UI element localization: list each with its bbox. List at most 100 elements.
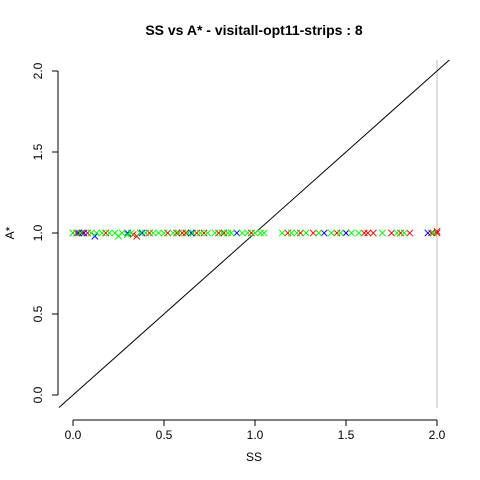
red-data-point bbox=[200, 229, 208, 237]
x-tick-label: 1.5 bbox=[338, 428, 355, 442]
red-data-point bbox=[145, 229, 153, 237]
blue-data-point bbox=[320, 229, 328, 237]
green-data-point bbox=[87, 229, 95, 237]
green-data-point bbox=[211, 229, 219, 237]
y-tick-label: 0.0 bbox=[31, 386, 45, 403]
data-point-stroke bbox=[433, 227, 441, 235]
x-tick-label: 2.0 bbox=[429, 428, 446, 442]
data-point-stroke bbox=[105, 229, 113, 237]
green-data-point bbox=[218, 229, 226, 237]
red-data-point bbox=[296, 229, 305, 237]
green-data-point bbox=[293, 229, 301, 237]
green-data-point bbox=[327, 229, 335, 237]
data-point-stroke bbox=[287, 229, 295, 237]
green-data-point bbox=[149, 229, 157, 237]
blue-data-point bbox=[342, 229, 350, 237]
green-data-point bbox=[227, 229, 235, 237]
data-points bbox=[69, 227, 441, 240]
y-tick-label: 1.5 bbox=[31, 143, 45, 160]
green-data-point bbox=[287, 229, 295, 237]
data-point-stroke bbox=[87, 229, 95, 237]
green-data-point bbox=[204, 229, 212, 237]
y-axis: 0.0 0.5 1.0 1.5 2.0 bbox=[31, 62, 59, 403]
data-point-stroke bbox=[320, 229, 328, 237]
green-data-point bbox=[244, 229, 252, 237]
data-point-stroke bbox=[342, 229, 350, 237]
data-point-stroke bbox=[218, 229, 226, 237]
green-data-point bbox=[400, 229, 408, 237]
green-data-point bbox=[315, 229, 323, 237]
red-data-point bbox=[333, 229, 341, 237]
red-data-point bbox=[360, 229, 368, 237]
data-point-stroke bbox=[260, 229, 268, 237]
green-data-point bbox=[196, 229, 204, 237]
data-point-stroke bbox=[429, 229, 437, 237]
green-data-point bbox=[127, 229, 135, 237]
green-data-point bbox=[224, 229, 232, 237]
data-point-stroke bbox=[184, 229, 192, 237]
green-data-point bbox=[175, 229, 183, 237]
green-data-point bbox=[160, 229, 168, 237]
chart-title: SS vs A* - visitall-opt11-strips : 8 bbox=[145, 22, 363, 38]
data-point-stroke bbox=[406, 229, 414, 237]
green-data-point bbox=[105, 229, 113, 237]
y-tick-label: 0.5 bbox=[31, 305, 45, 322]
data-point-stroke bbox=[142, 229, 150, 237]
red-data-point bbox=[164, 229, 172, 237]
red-data-point bbox=[284, 229, 292, 237]
green-data-point bbox=[238, 229, 246, 237]
blue-data-point bbox=[424, 229, 432, 237]
green-data-point bbox=[93, 229, 101, 237]
data-point-stroke bbox=[369, 229, 377, 237]
green-data-point bbox=[302, 229, 310, 237]
green-data-point bbox=[336, 229, 345, 237]
data-point-stroke bbox=[189, 229, 197, 237]
green-data-point bbox=[142, 229, 150, 237]
data-point-stroke bbox=[196, 229, 204, 237]
data-point-stroke bbox=[400, 229, 408, 237]
x-tick-label: 0.5 bbox=[156, 428, 173, 442]
y-axis-label: A* bbox=[3, 226, 17, 239]
data-point-stroke bbox=[355, 229, 363, 237]
data-point-stroke bbox=[204, 229, 212, 237]
data-point-stroke bbox=[233, 229, 241, 237]
data-point-stroke bbox=[302, 229, 310, 237]
green-data-point bbox=[124, 231, 132, 239]
data-point-stroke bbox=[160, 229, 168, 237]
green-data-point bbox=[355, 229, 363, 237]
data-point-stroke bbox=[238, 229, 246, 237]
data-point-stroke bbox=[309, 229, 317, 237]
green-data-point bbox=[393, 229, 401, 237]
blue-data-point bbox=[233, 229, 241, 237]
green-data-point bbox=[378, 229, 386, 237]
data-point-stroke bbox=[278, 229, 286, 237]
green-data-point bbox=[154, 229, 163, 237]
green-data-point bbox=[136, 229, 144, 237]
green-data-point bbox=[69, 229, 77, 237]
green-data-point bbox=[189, 229, 197, 237]
red-data-point bbox=[433, 227, 441, 235]
data-point-stroke bbox=[227, 229, 235, 237]
data-point-stroke bbox=[91, 232, 99, 240]
green-data-point bbox=[118, 229, 126, 237]
red-data-point bbox=[193, 229, 201, 237]
data-point-stroke bbox=[124, 231, 132, 239]
data-point-stroke bbox=[347, 229, 356, 237]
red-data-point bbox=[364, 229, 372, 237]
data-point-stroke bbox=[69, 229, 77, 237]
data-point-stroke bbox=[93, 229, 101, 237]
data-point-stroke bbox=[211, 229, 219, 237]
data-point-stroke bbox=[393, 229, 401, 237]
data-point-stroke bbox=[364, 229, 372, 237]
data-point-stroke bbox=[76, 229, 84, 237]
green-data-point bbox=[256, 229, 265, 237]
data-point-stroke bbox=[74, 229, 83, 237]
data-point-stroke bbox=[315, 229, 323, 237]
red-data-point bbox=[84, 229, 92, 237]
red-data-point bbox=[247, 229, 255, 237]
data-point-stroke bbox=[424, 229, 432, 237]
red-data-point bbox=[387, 229, 396, 237]
x-tick-label: 0.0 bbox=[65, 428, 82, 442]
data-point-stroke bbox=[336, 229, 345, 237]
